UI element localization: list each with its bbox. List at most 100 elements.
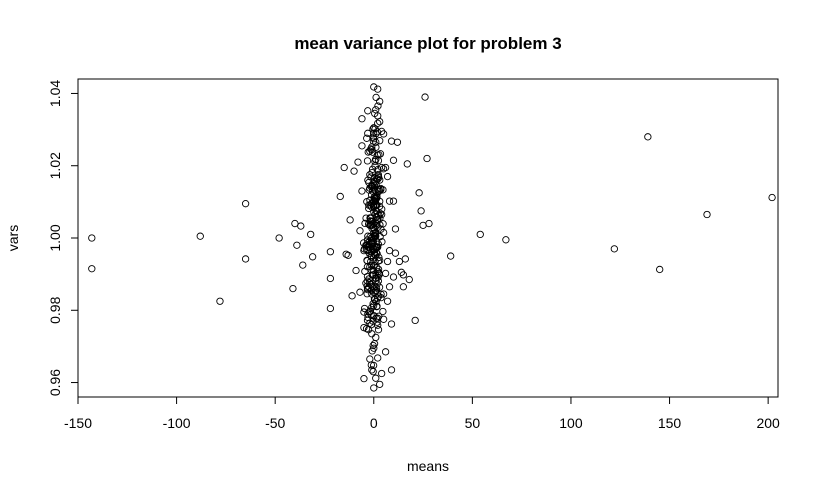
data-point [399,271,408,279]
data-point [372,229,380,237]
data-point [360,375,368,383]
data-point [370,83,378,91]
data-point [358,142,366,150]
data-point [365,238,373,246]
data-point [415,189,423,197]
data-point [371,157,379,166]
data-point [326,304,335,313]
x-axis: -150 -100 -50 0 50 100 150 200 [64,396,780,431]
data-point [374,119,382,127]
data-point [370,186,379,194]
data-point [385,283,394,291]
data-point [425,219,433,228]
data-point [356,227,364,235]
y-axis: 0.96 0.98 1.00 1.02 1.04 [47,80,79,396]
x-tick-label: 200 [756,415,780,431]
data-point [370,384,378,392]
data-point [372,180,380,189]
x-tick-label: -150 [64,415,92,431]
data-point [367,310,375,319]
data-point [376,150,385,158]
data-point [376,256,384,265]
data-point [370,198,378,206]
data-point [768,193,776,202]
data-point [387,320,396,328]
data-point [373,302,381,310]
data-point [417,207,425,215]
data-point [373,294,382,302]
data-point [363,290,371,298]
data-point [644,133,652,141]
data-point [383,257,392,266]
data-point [381,348,390,356]
data-point [350,167,358,175]
data-point [379,290,388,298]
x-axis-label: means [407,458,449,474]
data-point [379,307,387,316]
data-point [371,109,379,118]
data-point [374,85,382,93]
data-point [369,137,378,145]
data-point [376,221,384,229]
data-point [348,292,356,300]
data-point [703,210,711,219]
y-tick-label: 1.02 [47,152,63,179]
data-point [363,263,372,271]
data-point [391,225,400,233]
data-point [372,206,380,215]
data-point [376,117,384,126]
data-point [372,333,380,342]
data-point [368,168,376,177]
data-point [381,163,390,172]
data-point [377,293,385,302]
data-point [372,374,380,382]
data-point [378,205,386,213]
data-point [372,284,381,292]
data-point [368,366,376,374]
data-point [391,249,400,257]
data-point [389,197,398,205]
data-point [364,284,372,293]
data-point [385,246,394,255]
data-point [370,340,379,348]
data-point [381,269,390,278]
x-tick-label: 100 [559,415,583,431]
data-point [374,326,383,334]
data-point [393,138,402,146]
data-point [364,129,372,137]
data-point [374,354,382,362]
data-point [308,253,317,261]
data-point [88,265,96,273]
x-tick-label: -50 [265,415,285,431]
data-point [379,220,387,228]
data-point [423,154,431,163]
data-point [403,160,411,168]
data-point [378,238,386,246]
data-point [366,307,374,316]
data-point [275,234,283,242]
chart-title: mean variance plot for problem 3 [294,34,561,53]
y-tick-label: 1.00 [47,224,63,251]
data-point [375,174,383,182]
data-point [365,204,373,213]
data-point [389,273,398,281]
data-point [411,316,419,325]
data-point [367,145,375,153]
data-point [356,288,364,296]
data-point [368,347,376,355]
data-point [358,115,366,123]
data-point [387,137,396,145]
x-tick-label: -100 [163,415,191,431]
data-point [372,219,380,228]
data-point [372,271,380,280]
data-point [216,297,224,305]
data-point [383,297,392,305]
data-point [447,252,455,260]
data-point [610,245,618,253]
y-tick-label: 1.04 [47,80,63,107]
data-point [289,284,297,293]
data-point [383,172,392,181]
data-point [241,255,250,263]
data-point [375,283,384,291]
